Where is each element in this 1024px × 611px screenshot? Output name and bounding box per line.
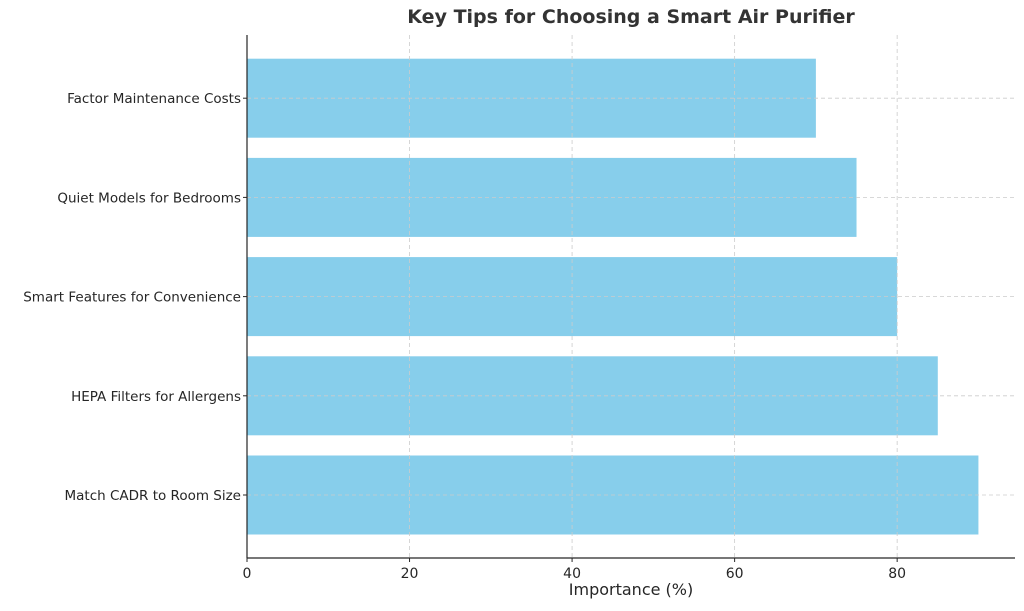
- y-tick-label: Match CADR to Room Size: [64, 488, 241, 504]
- x-tick-label: 0: [243, 566, 252, 582]
- y-tick-label: Quiet Models for Bedrooms: [57, 190, 241, 206]
- chart-title: Key Tips for Choosing a Smart Air Purifi…: [407, 6, 855, 28]
- y-tick-label: Smart Features for Convenience: [23, 290, 241, 306]
- y-tick-label: HEPA Filters for Allergens: [71, 389, 241, 405]
- x-tick-label: 20: [401, 566, 419, 582]
- x-axis-label: Importance (%): [568, 580, 694, 599]
- y-tick-label: Factor Maintenance Costs: [67, 91, 241, 107]
- x-tick-label: 40: [563, 566, 581, 582]
- x-tick-label: 80: [888, 566, 906, 582]
- x-tick-label: 60: [726, 566, 744, 582]
